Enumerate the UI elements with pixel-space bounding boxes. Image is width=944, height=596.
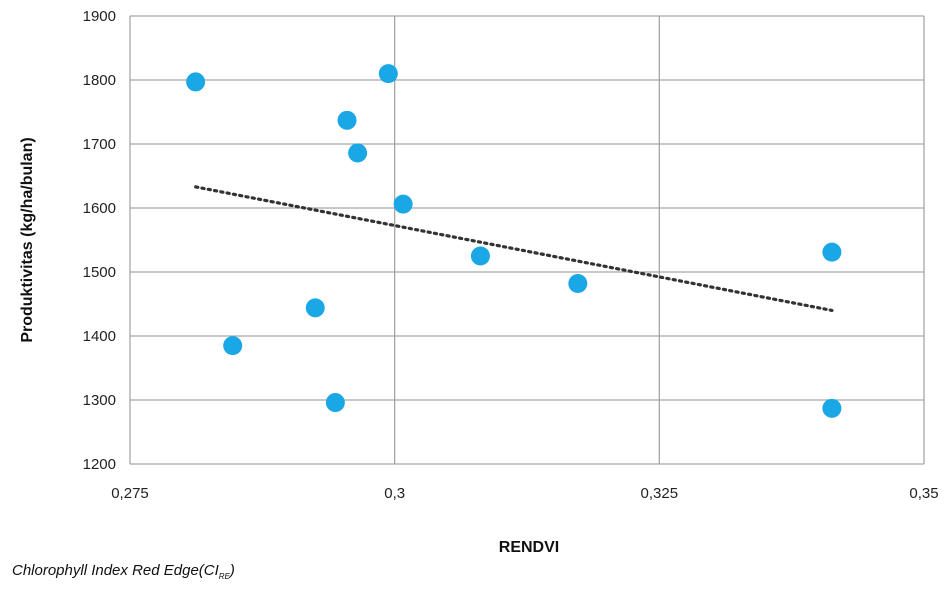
y-tick-label: 1600: [83, 200, 116, 217]
y-tick-label: 1500: [83, 264, 116, 281]
data-points: [186, 64, 842, 418]
x-tick-label: 0,325: [641, 485, 679, 502]
data-point: [470, 246, 490, 266]
chart-caption: Chlorophyll Index Red Edge(CIRE): [12, 562, 235, 581]
trendline-group: [194, 185, 834, 312]
y-tick-label: 1400: [83, 328, 116, 345]
x-tick-label: 0,3: [384, 485, 405, 502]
y-axis-ticks: 1200 1300 1400 1500 1600 1700 1800 1900: [83, 8, 116, 473]
y-tick-label: 1300: [83, 392, 116, 409]
y-tick-label: 1900: [83, 8, 116, 25]
y-axis-title: Produktivitas (kg/ha/bulan): [19, 137, 36, 342]
data-point: [822, 398, 842, 418]
y-tick-label: 1700: [83, 136, 116, 153]
data-point: [186, 72, 206, 92]
data-point: [348, 143, 368, 163]
trendline: [194, 185, 834, 312]
y-tick-label: 1800: [83, 72, 116, 89]
x-axis-title: RENDVI: [499, 539, 559, 556]
data-point: [337, 110, 357, 130]
data-point: [325, 393, 345, 413]
y-tick-label: 1200: [83, 456, 116, 473]
caption-main: Chlorophyll Index Red Edge(CI: [12, 562, 219, 579]
data-point: [305, 298, 325, 318]
data-point: [223, 336, 243, 356]
data-point: [393, 194, 413, 214]
grid-lines: [129, 15, 925, 465]
caption-close: ): [229, 562, 235, 579]
x-axis-ticks: 0,275 0,3 0,325 0,35: [111, 485, 938, 502]
data-point: [822, 242, 842, 262]
x-tick-label: 0,275: [111, 485, 149, 502]
data-point: [378, 64, 398, 84]
x-tick-label: 0,35: [909, 485, 938, 502]
caption-subscript: RE: [218, 572, 230, 581]
data-point: [568, 274, 588, 294]
